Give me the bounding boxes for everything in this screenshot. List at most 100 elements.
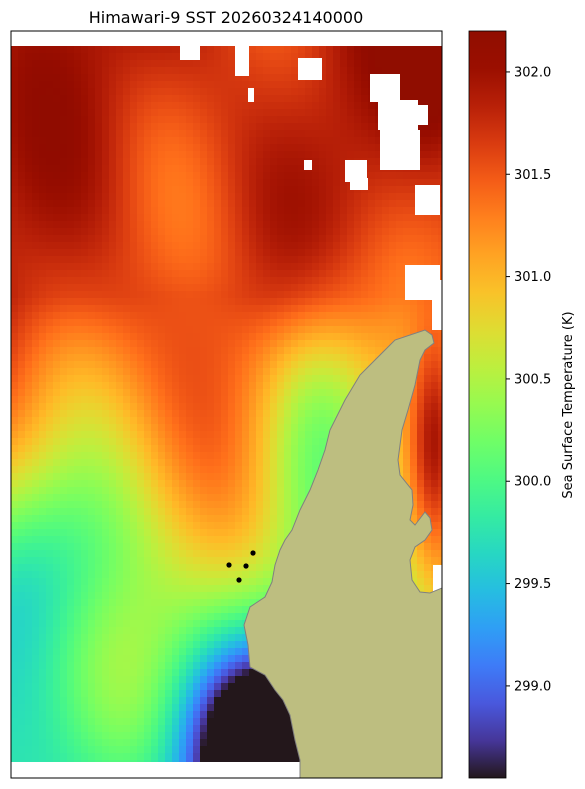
sst-cell: [193, 172, 201, 180]
sst-cell: [410, 193, 418, 201]
sst-cell: [277, 214, 285, 222]
sst-cell: [137, 277, 145, 285]
sst-cell: [18, 466, 26, 474]
sst-cell: [123, 200, 131, 208]
sst-cell: [221, 592, 229, 600]
sst-cell: [95, 74, 103, 82]
sst-cell: [39, 88, 47, 96]
sst-cell: [347, 249, 355, 257]
sst-cell: [263, 67, 271, 75]
sst-cell: [39, 95, 47, 103]
sst-cell: [74, 235, 82, 243]
sst-cell: [88, 543, 96, 551]
sst-cell: [158, 585, 166, 593]
sst-cell: [158, 508, 166, 516]
sst-cell: [186, 480, 194, 488]
sst-cell: [417, 221, 425, 229]
sst-cell: [361, 333, 369, 341]
sst-cell: [368, 305, 376, 313]
sst-cell: [165, 473, 173, 481]
sst-cell: [193, 508, 201, 516]
sst-cell: [368, 326, 376, 334]
sst-cell: [179, 585, 187, 593]
sst-cell: [431, 151, 439, 159]
sst-cell: [319, 305, 327, 313]
sst-cell: [144, 74, 152, 82]
sst-cell: [158, 333, 166, 341]
sst-cell: [228, 319, 236, 327]
sst-cell: [186, 606, 194, 614]
sst-cell: [123, 508, 131, 516]
sst-cell: [25, 431, 33, 439]
sst-cell: [438, 515, 442, 523]
sst-cell: [46, 60, 54, 68]
sst-cell: [81, 312, 89, 320]
sst-cell: [25, 172, 33, 180]
sst-cell: [193, 340, 201, 348]
sst-cell: [326, 333, 334, 341]
sst-cell: [221, 410, 229, 418]
sst-cell: [417, 81, 425, 89]
sst-cell: [214, 81, 222, 89]
sst-cell: [333, 249, 341, 257]
sst-cell: [228, 571, 236, 579]
sst-cell: [123, 179, 131, 187]
sst-cell: [326, 88, 334, 96]
sst-cell: [39, 326, 47, 334]
sst-cell: [151, 459, 159, 467]
sst-cell: [368, 193, 376, 201]
sst-cell: [291, 158, 299, 166]
sst-cell: [11, 487, 19, 495]
sst-cell: [347, 102, 355, 110]
sst-cell: [123, 487, 131, 495]
sst-cell: [319, 179, 327, 187]
sst-cell: [214, 305, 222, 313]
sst-cell: [193, 333, 201, 341]
sst-cell: [67, 438, 75, 446]
sst-cell: [102, 550, 110, 558]
sst-cell: [60, 263, 68, 271]
sst-cell: [130, 536, 138, 544]
sst-cell: [193, 501, 201, 509]
sst-cell: [130, 438, 138, 446]
sst-cell: [144, 207, 152, 215]
sst-cell: [221, 424, 229, 432]
sst-cell: [18, 284, 26, 292]
sst-cell: [144, 403, 152, 411]
sst-cell: [340, 186, 348, 194]
sst-cell: [200, 74, 208, 82]
sst-cell: [242, 256, 250, 264]
sst-cell: [312, 298, 320, 306]
sst-cell: [25, 571, 33, 579]
sst-cell: [368, 333, 376, 341]
sst-cell: [109, 95, 117, 103]
sst-cell: [74, 501, 82, 509]
sst-cell: [361, 137, 369, 145]
sst-cell: [144, 130, 152, 138]
sst-cell: [165, 403, 173, 411]
sst-cell: [109, 557, 117, 565]
sst-cell: [403, 60, 411, 68]
sst-cell: [60, 186, 68, 194]
sst-cell: [18, 578, 26, 586]
sst-cell: [144, 396, 152, 404]
sst-cell: [18, 599, 26, 607]
sst-cell: [207, 417, 215, 425]
sst-cell: [151, 571, 159, 579]
sst-cell: [39, 312, 47, 320]
sst-cell: [256, 305, 264, 313]
sst-cell: [368, 109, 376, 117]
sst-cell: [144, 116, 152, 124]
sst-cell: [46, 88, 54, 96]
sst-cell: [207, 123, 215, 131]
sst-cell: [200, 102, 208, 110]
sst-cell: [109, 165, 117, 173]
sst-cell: [74, 382, 82, 390]
sst-cell: [32, 123, 40, 131]
sst-cell: [312, 256, 320, 264]
sst-cell: [81, 543, 89, 551]
sst-cell: [284, 95, 292, 103]
sst-cell: [109, 606, 117, 614]
sst-cell: [165, 116, 173, 124]
sst-cell: [151, 340, 159, 348]
